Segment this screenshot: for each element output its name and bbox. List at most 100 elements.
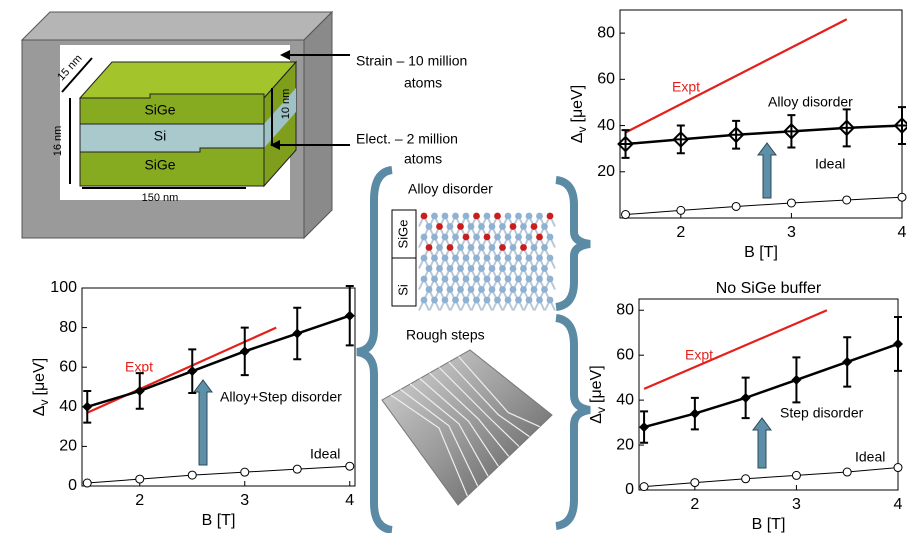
y-axis-unit: [μeV]	[588, 365, 605, 403]
atom	[520, 223, 527, 230]
atom	[478, 286, 485, 293]
x-tick-label: 2	[135, 492, 144, 509]
atom	[421, 297, 428, 304]
y-axis-unit: [μeV]	[31, 358, 48, 396]
atom	[499, 286, 506, 293]
atom	[547, 297, 554, 304]
atom	[463, 213, 470, 220]
series-label: Alloy disorder	[768, 94, 853, 110]
marker	[188, 471, 196, 479]
x-tick-label: 3	[792, 496, 801, 513]
x-tick-label: 3	[240, 492, 249, 509]
marker	[894, 464, 902, 472]
atom	[494, 276, 501, 283]
marker	[241, 468, 249, 476]
atom	[541, 223, 548, 230]
atom	[547, 255, 554, 262]
y-tick-label: 80	[597, 24, 615, 41]
atom	[473, 297, 480, 304]
atom	[463, 297, 470, 304]
atom	[431, 276, 438, 283]
x-tick-label: 4	[894, 496, 903, 513]
atom	[473, 255, 480, 262]
marker	[677, 206, 685, 214]
marker	[136, 475, 144, 483]
x-tick-label: 2	[676, 224, 685, 241]
atom	[489, 223, 496, 230]
atom	[484, 276, 491, 283]
atom	[478, 265, 485, 272]
y-tick-label: 80	[616, 301, 634, 318]
marker	[293, 465, 301, 473]
atom	[421, 255, 428, 262]
atom	[447, 265, 454, 272]
inset-title: Rough steps	[406, 327, 485, 343]
atom	[489, 244, 496, 251]
atom	[526, 255, 533, 262]
marker	[346, 462, 354, 470]
atom	[421, 276, 428, 283]
y-tick-label: 20	[597, 163, 615, 180]
atom	[478, 223, 485, 230]
atom	[457, 223, 464, 230]
atom	[547, 234, 554, 241]
device-diagram: SiGe Si SiGe 15 nm 16 nm 10 nm 150 nm St…	[22, 12, 467, 238]
marker	[787, 199, 795, 207]
atom	[457, 265, 464, 272]
y-tick-label: 40	[616, 391, 634, 408]
atom	[547, 213, 554, 220]
atom	[536, 234, 543, 241]
steps-image	[382, 350, 552, 505]
atom	[442, 234, 449, 241]
atom	[541, 244, 548, 251]
layer-label: Si	[154, 128, 166, 144]
atom	[515, 276, 522, 283]
x-axis-label: B [T]	[752, 516, 786, 533]
y-axis-unit: [μeV]	[569, 85, 586, 123]
atom	[431, 255, 438, 262]
atom	[484, 297, 491, 304]
atom	[499, 244, 506, 251]
y-axis-label: Δv[μeV]	[588, 365, 608, 423]
layer-label: SiGe	[144, 102, 175, 118]
atom	[515, 234, 522, 241]
dim-label: 150 nm	[142, 192, 179, 204]
brace	[357, 170, 392, 530]
atom	[531, 223, 538, 230]
y-tick-label: 40	[59, 398, 77, 415]
brace	[556, 180, 590, 307]
x-tick-label: 4	[898, 224, 907, 241]
atom	[541, 286, 548, 293]
series-label: Expt	[672, 79, 700, 95]
x-axis-label: B [T]	[744, 244, 778, 261]
atom	[484, 213, 491, 220]
atom	[536, 213, 543, 220]
y-axis-subscript: v	[594, 407, 608, 413]
y-tick-label: 80	[59, 319, 77, 336]
atom	[478, 244, 485, 251]
atom	[421, 234, 428, 241]
box-side	[304, 12, 332, 238]
y-axis-label: Δv[μeV]	[31, 358, 51, 416]
atom	[442, 255, 449, 262]
atom	[436, 244, 443, 251]
atom	[452, 234, 459, 241]
atom	[436, 265, 443, 272]
atom	[463, 276, 470, 283]
atom	[499, 223, 506, 230]
marker	[732, 202, 740, 210]
atom	[468, 286, 475, 293]
atom	[526, 234, 533, 241]
atom	[520, 286, 527, 293]
atom	[426, 223, 433, 230]
y-tick-label: 60	[616, 346, 634, 363]
atom	[510, 265, 517, 272]
atom	[526, 276, 533, 283]
x-axis-label: B [T]	[202, 512, 236, 529]
atom	[468, 265, 475, 272]
atom	[442, 213, 449, 220]
atom	[431, 297, 438, 304]
atom	[515, 213, 522, 220]
lattice-image	[419, 213, 555, 311]
series-label: Ideal	[310, 446, 340, 462]
